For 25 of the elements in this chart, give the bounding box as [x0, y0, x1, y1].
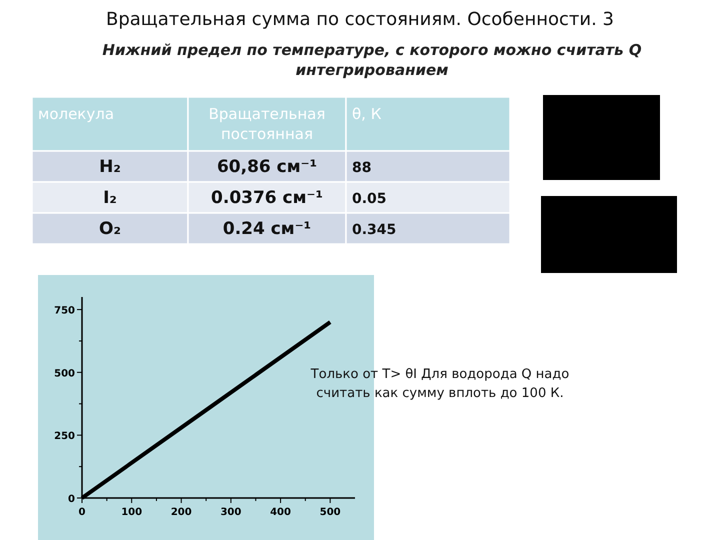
text: 0.24 см⁻¹: [222, 219, 312, 239]
text: 88: [352, 160, 372, 176]
x-tick-label: 300: [220, 507, 242, 518]
text: молекула: [38, 105, 114, 123]
annotation: Только от T> θI Для водорода Q надо считать как сумму вплоть до 100 К.: [310, 367, 570, 401]
y-tick-label: 750: [54, 306, 76, 317]
text: 0.345: [352, 222, 396, 238]
x-tick-label: 400: [270, 507, 292, 518]
x-tick-label: 200: [170, 507, 192, 518]
chart-title: Вращательная сумма по состояниям. Особенности. 3: [106, 9, 614, 30]
y-tick-label: 500: [54, 368, 76, 380]
text: I₂: [103, 188, 117, 208]
text: θ, К: [352, 105, 382, 123]
text: 0.0376 см⁻¹: [211, 188, 323, 208]
y-tick-label: 0: [68, 494, 76, 505]
text: 0.05: [352, 191, 387, 207]
text: 60,86 см⁻¹: [216, 157, 318, 177]
x-tick-label: 500: [320, 507, 341, 518]
text: Вращательная постоянная: [208, 105, 326, 143]
x-tick-label: 0: [78, 507, 86, 518]
chart-subtitle: Нижний предел по температуре, с которого можно считать Q интегрированием: [102, 41, 642, 79]
text: O₂: [99, 219, 121, 239]
text: H₂: [99, 157, 121, 177]
y-tick-label: 250: [54, 431, 76, 442]
x-tick-label: 100: [121, 507, 142, 518]
